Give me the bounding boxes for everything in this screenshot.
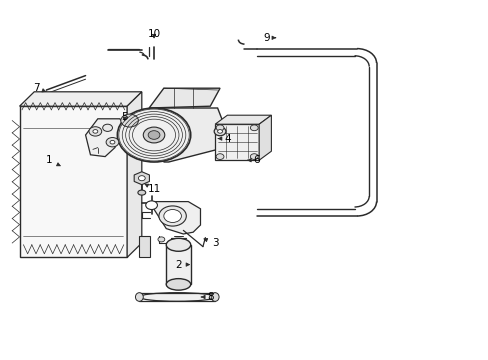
Text: 10: 10	[147, 29, 160, 39]
Ellipse shape	[166, 279, 190, 290]
Ellipse shape	[159, 206, 186, 226]
Ellipse shape	[158, 237, 164, 242]
Text: 1: 1	[45, 155, 60, 166]
Ellipse shape	[148, 131, 160, 139]
Polygon shape	[163, 108, 222, 162]
Polygon shape	[134, 172, 149, 185]
Text: 3: 3	[203, 238, 218, 248]
Ellipse shape	[138, 190, 145, 195]
Ellipse shape	[93, 130, 98, 133]
Ellipse shape	[139, 293, 215, 301]
Ellipse shape	[217, 130, 222, 133]
Text: 8: 8	[201, 292, 213, 302]
Ellipse shape	[250, 125, 258, 131]
Text: 9: 9	[263, 33, 275, 43]
Bar	[20, 106, 127, 257]
Bar	[166, 245, 190, 284]
Ellipse shape	[145, 201, 157, 210]
Text: 6: 6	[247, 155, 260, 165]
Text: 11: 11	[144, 184, 161, 194]
Polygon shape	[259, 115, 271, 160]
Ellipse shape	[216, 125, 224, 131]
Polygon shape	[215, 115, 271, 124]
Bar	[139, 236, 150, 257]
Ellipse shape	[214, 127, 225, 136]
Ellipse shape	[138, 176, 145, 181]
Text: 2: 2	[175, 260, 189, 270]
Ellipse shape	[211, 293, 219, 301]
Text: 7: 7	[33, 83, 45, 93]
Polygon shape	[20, 92, 142, 106]
Polygon shape	[127, 92, 142, 257]
Polygon shape	[117, 108, 154, 139]
Ellipse shape	[121, 114, 138, 127]
Polygon shape	[149, 88, 220, 108]
Ellipse shape	[166, 238, 190, 251]
Ellipse shape	[163, 210, 181, 222]
Text: 5: 5	[121, 112, 128, 122]
Ellipse shape	[143, 127, 164, 143]
Ellipse shape	[216, 154, 224, 159]
Text: 4: 4	[218, 134, 230, 144]
Bar	[215, 124, 259, 160]
Ellipse shape	[250, 154, 258, 159]
Ellipse shape	[117, 108, 190, 162]
Ellipse shape	[102, 124, 112, 131]
Ellipse shape	[135, 293, 143, 301]
Polygon shape	[85, 119, 127, 157]
Ellipse shape	[89, 127, 102, 136]
Ellipse shape	[106, 138, 119, 147]
Polygon shape	[149, 202, 200, 234]
Ellipse shape	[110, 140, 115, 144]
